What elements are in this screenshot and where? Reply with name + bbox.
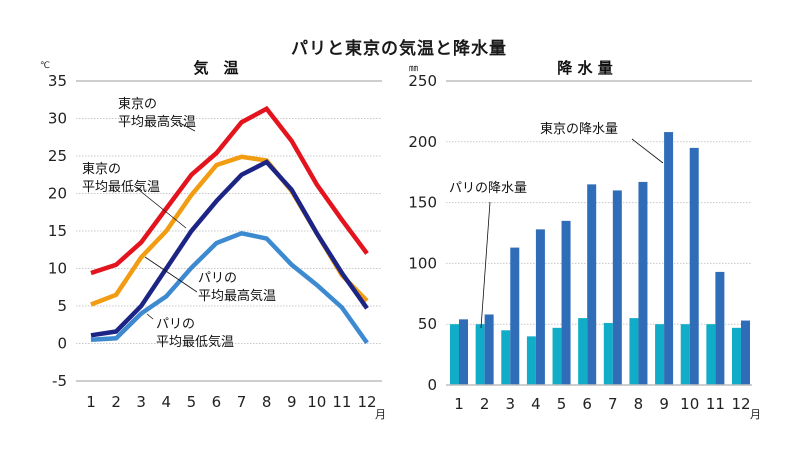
chart-title: パリと東京の気温と降水量 xyxy=(291,39,507,59)
temperature-leader-line xyxy=(146,313,154,320)
temperature-y-tick-label: 15 xyxy=(48,222,67,240)
precipitation-bar xyxy=(484,314,494,385)
precipitation-bar xyxy=(655,324,665,385)
precipitation-x-tick-label: 2 xyxy=(480,395,490,413)
precipitation-bar xyxy=(629,318,639,385)
precipitation-bar xyxy=(638,181,648,385)
precipitation-x-tick-label: 4 xyxy=(531,395,541,413)
precipitation-bar xyxy=(587,184,597,385)
temperature-unit-label: ℃ xyxy=(40,61,50,71)
precipitation-y-tick-label: 250 xyxy=(408,72,437,90)
temperature-series-label: 平均最高気温 xyxy=(118,114,196,130)
temperature-y-tick-label: -5 xyxy=(52,372,67,390)
temperature-x-tick-label: 1 xyxy=(86,393,96,411)
precipitation-series-label: 東京の降水量 xyxy=(540,121,618,137)
precipitation-x-tick-label: 5 xyxy=(557,395,567,413)
precipitation-bar xyxy=(501,330,511,385)
temperature-series-line xyxy=(90,230,369,345)
precipitation-x-tick-label: 12 xyxy=(731,395,750,413)
temperature-series-label: パリの xyxy=(156,317,195,332)
temperature-series-label: 東京の xyxy=(82,161,121,177)
precipitation-bar xyxy=(552,327,562,385)
temperature-x-tick-label: 5 xyxy=(187,393,197,411)
precipitation-x-unit-label: 月 xyxy=(750,408,761,421)
temperature-y-tick-label: 20 xyxy=(48,185,67,203)
temperature-x-tick-label: 2 xyxy=(111,393,121,411)
precipitation-bar xyxy=(741,320,750,385)
temperature-x-tick-label: 12 xyxy=(357,393,376,411)
precipitation-x-tick-label: 8 xyxy=(634,395,644,413)
temperature-y-tick-label: 10 xyxy=(48,260,67,278)
temperature-leader-line xyxy=(177,121,196,132)
temperature-y-tick-label: 30 xyxy=(48,110,67,128)
precipitation-bar xyxy=(535,229,545,385)
temperature-y-tick-label: 0 xyxy=(57,335,67,353)
temperature-x-tick-label: 11 xyxy=(332,393,351,411)
precipitation-y-tick-label: 0 xyxy=(427,376,437,394)
temperature-x-tick-label: 9 xyxy=(287,393,297,411)
precipitation-bar xyxy=(732,327,741,385)
temperature-series-line xyxy=(90,105,369,276)
precipitation-bar xyxy=(612,190,622,385)
temperature-series-label: 平均最低気温 xyxy=(156,334,234,350)
precipitation-x-tick-label: 3 xyxy=(505,395,515,413)
temperature-y-tick-label: 5 xyxy=(57,297,67,315)
precipitation-leader-line xyxy=(631,138,664,164)
precipitation-bar xyxy=(475,324,485,385)
precipitation-bar xyxy=(510,247,520,385)
temperature-x-unit-label: 月 xyxy=(375,408,386,421)
precipitation-y-tick-label: 50 xyxy=(418,315,437,333)
temperature-leader-line xyxy=(144,256,198,293)
temperature-x-tick-label: 4 xyxy=(161,393,171,411)
precipitation-y-tick-label: 150 xyxy=(408,194,437,212)
temperature-x-tick-label: 7 xyxy=(237,393,247,411)
temperature-x-tick-label: 6 xyxy=(212,393,222,411)
precipitation-unit-label: ㎜ xyxy=(409,64,418,74)
precipitation-bar xyxy=(578,318,588,385)
precipitation-bar xyxy=(715,271,725,385)
temperature-leader-line xyxy=(133,185,187,229)
precipitation-bar xyxy=(706,324,716,385)
temperature-series-label: パリの xyxy=(198,271,237,286)
precipitation-bar xyxy=(526,336,536,385)
precipitation-bar xyxy=(603,322,613,385)
precipitation-chart-title: 降 水 量 xyxy=(557,59,612,77)
precipitation-bar xyxy=(561,220,571,385)
precipitation-series-label: パリの降水量 xyxy=(449,181,527,196)
precipitation-x-tick-label: 9 xyxy=(659,395,669,413)
precipitation-bar xyxy=(664,132,674,385)
precipitation-y-tick-label: 200 xyxy=(408,133,437,151)
precipitation-leader-line xyxy=(480,201,491,329)
precipitation-bar xyxy=(689,147,699,385)
precipitation-y-tick-label: 100 xyxy=(408,254,437,272)
precipitation-x-tick-label: 10 xyxy=(680,395,699,413)
temperature-series-label: 東京の xyxy=(118,96,157,112)
temperature-y-tick-label: 25 xyxy=(48,147,67,165)
precipitation-x-tick-label: 11 xyxy=(706,395,725,413)
temperature-chart-title: 気 温 xyxy=(193,59,238,77)
temperature-x-tick-label: 3 xyxy=(136,393,146,411)
precipitation-x-tick-label: 1 xyxy=(454,395,464,413)
precipitation-bar xyxy=(459,319,468,385)
precipitation-x-tick-label: 6 xyxy=(582,395,592,413)
temperature-series-label: 平均最高気温 xyxy=(198,288,276,304)
temperature-series-label: 平均最低気温 xyxy=(82,179,160,195)
temperature-series-line xyxy=(90,159,369,338)
temperature-x-tick-label: 10 xyxy=(307,393,326,411)
precipitation-bar xyxy=(450,324,459,385)
temperature-x-tick-label: 8 xyxy=(262,393,272,411)
precipitation-x-tick-label: 7 xyxy=(608,395,618,413)
temperature-y-tick-label: 35 xyxy=(48,72,67,90)
precipitation-bar xyxy=(680,324,690,385)
